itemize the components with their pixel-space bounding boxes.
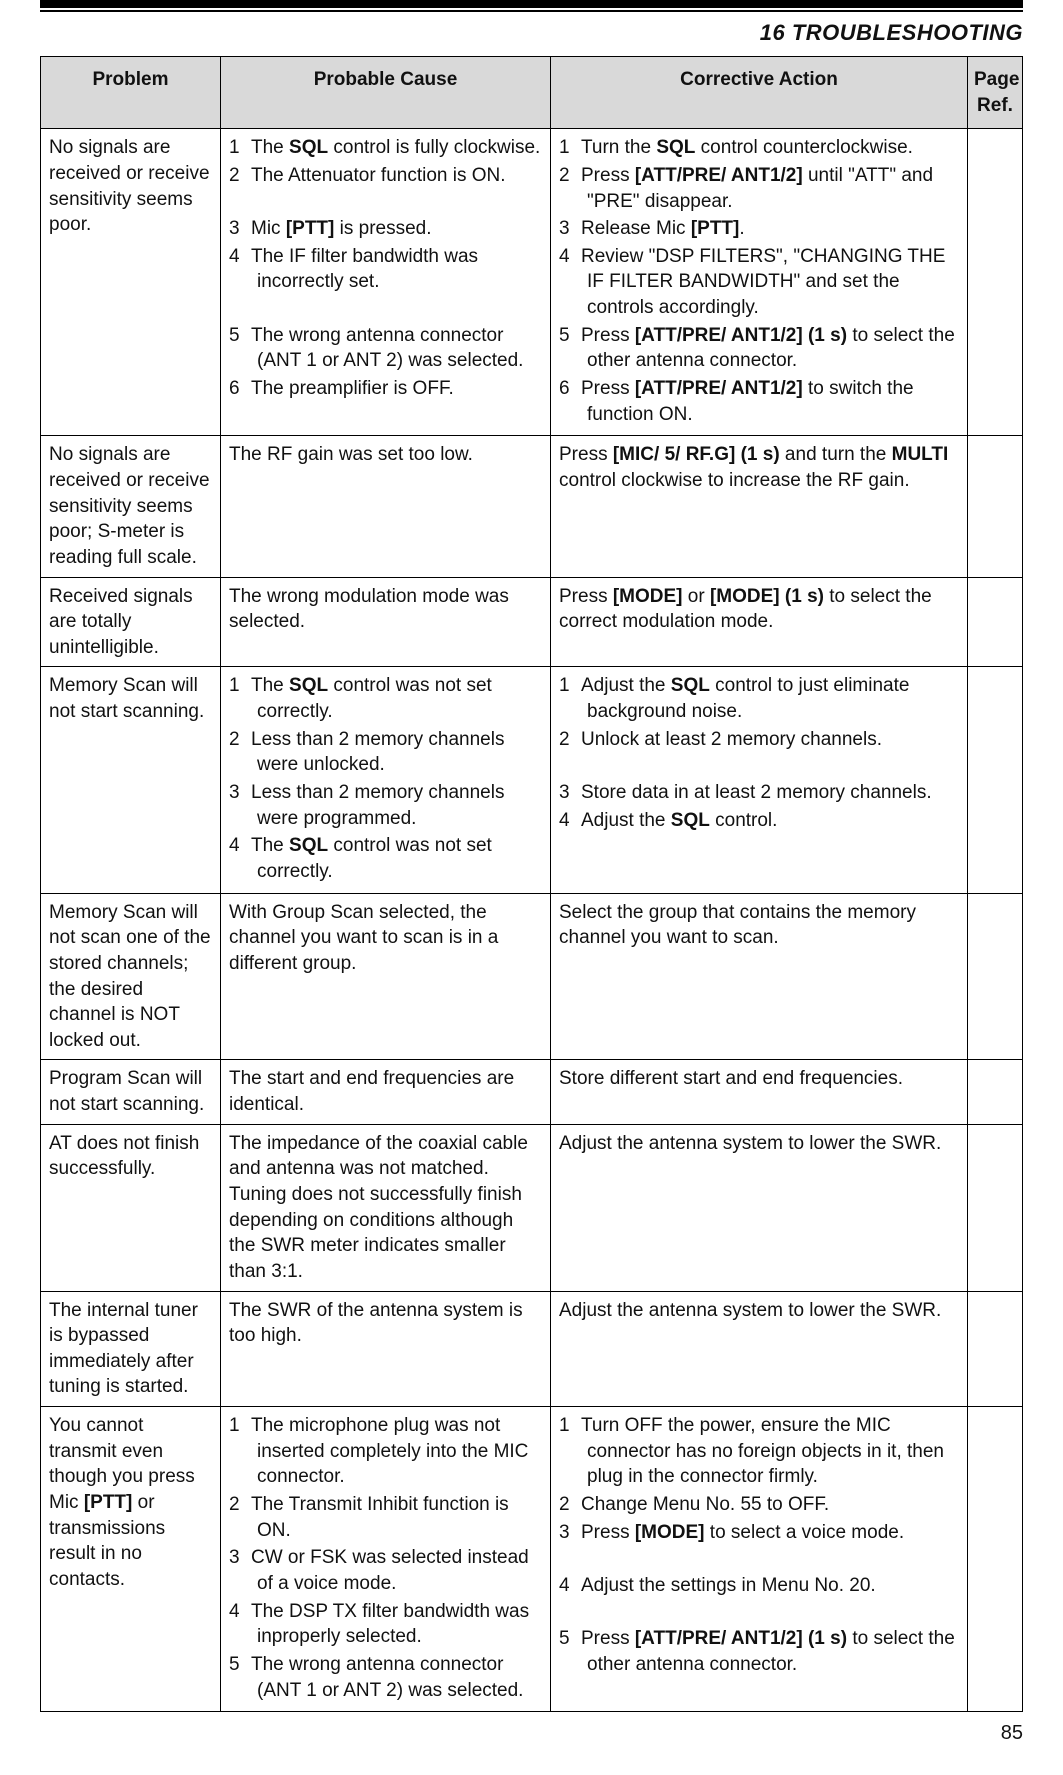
list-item: Review "DSP FILTERS", "CHANGING THE IF F… <box>559 244 959 321</box>
list-item: Unlock at least 2 memory channels. <box>559 727 959 778</box>
cell-problem: No signals are received or receive sensi… <box>41 436 221 577</box>
table-row: Memory Scan will not scan one of the sto… <box>41 893 1023 1060</box>
list-item: Release Mic [PTT]. <box>559 216 959 242</box>
list-item: Store data in at least 2 memory channels… <box>559 780 959 806</box>
list-item: Change Menu No. 55 to OFF. <box>559 1492 959 1518</box>
list-item: The preamplifier is OFF. <box>229 376 542 402</box>
page-number: 85 <box>40 1722 1023 1745</box>
cell-cause: The SQL control is fully clockwise.The A… <box>221 129 551 436</box>
cell-action: Turn OFF the power, ensure the MIC conne… <box>551 1407 968 1712</box>
cell-ref <box>968 1124 1023 1291</box>
cell-ref <box>968 436 1023 577</box>
page-container: 16 TROUBLESHOOTING Problem Probable Caus… <box>0 0 1063 1775</box>
cell-problem: AT does not finish successfully. <box>41 1124 221 1291</box>
cell-problem: You cannot transmit even though you pres… <box>41 1407 221 1712</box>
cell-action: Store different start and end frequencie… <box>551 1060 968 1124</box>
col-header-ref: Page Ref. <box>968 57 1023 129</box>
cell-ref <box>968 577 1023 667</box>
cell-cause: The SQL control was not set correctly.Le… <box>221 667 551 893</box>
cell-cause: The wrong modulation mode was selected. <box>221 577 551 667</box>
col-header-cause: Probable Cause <box>221 57 551 129</box>
list-item: Less than 2 memory channels were unlocke… <box>229 727 542 778</box>
list-item: Mic [PTT] is pressed. <box>229 216 542 242</box>
table-row: Memory Scan will not start scanning.The … <box>41 667 1023 893</box>
list-item: Press [ATT/PRE/ ANT1/2] to switch the fu… <box>559 376 959 427</box>
cell-problem: Received signals are totally unintelligi… <box>41 577 221 667</box>
cell-action: Press [MODE] or [MODE] (1 s) to select t… <box>551 577 968 667</box>
section-title: 16 TROUBLESHOOTING <box>40 20 1023 46</box>
list-item: Less than 2 memory channels were program… <box>229 780 542 831</box>
list-item: The SQL control was not set correctly. <box>229 833 542 884</box>
list-item: The Transmit Inhibit function is ON. <box>229 1492 542 1543</box>
cell-ref <box>968 1291 1023 1407</box>
cell-cause: The RF gain was set too low. <box>221 436 551 577</box>
list-item: The SQL control was not set correctly. <box>229 673 542 724</box>
table-row: No signals are received or receive sensi… <box>41 129 1023 436</box>
cell-problem: Program Scan will not start scanning. <box>41 1060 221 1124</box>
cell-ref <box>968 129 1023 436</box>
table-row: AT does not finish successfully.The impe… <box>41 1124 1023 1291</box>
list-item: The DSP TX filter bandwidth was inproper… <box>229 1599 542 1650</box>
list-item: Press [MODE] to select a voice mode. <box>559 1520 959 1571</box>
table-row: The internal tuner is bypassed immediate… <box>41 1291 1023 1407</box>
table-header: Problem Probable Cause Corrective Action… <box>41 57 1023 129</box>
cell-action: Select the group that contains the memor… <box>551 893 968 1060</box>
cell-ref <box>968 1060 1023 1124</box>
list-item: The wrong antenna connector (ANT 1 or AN… <box>229 1652 542 1703</box>
cell-action: Adjust the SQL control to just eliminate… <box>551 667 968 893</box>
cell-problem: Memory Scan will not start scanning. <box>41 667 221 893</box>
list-item: CW or FSK was selected instead of a voic… <box>229 1545 542 1596</box>
list-item: Adjust the SQL control. <box>559 808 959 834</box>
cell-action: Adjust the antenna system to lower the S… <box>551 1124 968 1291</box>
table-row: No signals are received or receive sensi… <box>41 436 1023 577</box>
table-row: You cannot transmit even though you pres… <box>41 1407 1023 1712</box>
cell-action: Adjust the antenna system to lower the S… <box>551 1291 968 1407</box>
table-row: Program Scan will not start scanning.The… <box>41 1060 1023 1124</box>
cell-cause: With Group Scan selected, the channel yo… <box>221 893 551 1060</box>
cell-ref <box>968 893 1023 1060</box>
cell-ref <box>968 1407 1023 1712</box>
list-item: The Attenuator function is ON. <box>229 163 542 214</box>
cell-problem: No signals are received or receive sensi… <box>41 129 221 436</box>
list-item: The wrong antenna connector (ANT 1 or AN… <box>229 323 542 374</box>
col-header-action: Corrective Action <box>551 57 968 129</box>
cell-action: Press [MIC/ 5/ RF.G] (1 s) and turn the … <box>551 436 968 577</box>
cell-problem: Memory Scan will not scan one of the sto… <box>41 893 221 1060</box>
table-body: No signals are received or receive sensi… <box>41 129 1023 1712</box>
cell-cause: The impedance of the coaxial cable and a… <box>221 1124 551 1291</box>
list-item: The microphone plug was not inserted com… <box>229 1413 542 1490</box>
cell-problem: The internal tuner is bypassed immediate… <box>41 1291 221 1407</box>
header-rule-thin <box>40 10 1023 12</box>
list-item: The SQL control is fully clockwise. <box>229 135 542 161</box>
cell-action: Turn the SQL control counterclockwise.Pr… <box>551 129 968 436</box>
list-item: Press [ATT/PRE/ ANT1/2] until "ATT" and … <box>559 163 959 214</box>
header-rule-thick <box>40 0 1023 8</box>
cell-cause: The SWR of the antenna system is too hig… <box>221 1291 551 1407</box>
list-item: Press [ATT/PRE/ ANT1/2] (1 s) to select … <box>559 323 959 374</box>
troubleshooting-table: Problem Probable Cause Corrective Action… <box>40 56 1023 1712</box>
list-item: Turn the SQL control counterclockwise. <box>559 135 959 161</box>
list-item: Adjust the SQL control to just eliminate… <box>559 673 959 724</box>
col-header-problem: Problem <box>41 57 221 129</box>
cell-cause: The start and end frequencies are identi… <box>221 1060 551 1124</box>
list-item: Turn OFF the power, ensure the MIC conne… <box>559 1413 959 1490</box>
table-row: Received signals are totally unintelligi… <box>41 577 1023 667</box>
cell-cause: The microphone plug was not inserted com… <box>221 1407 551 1712</box>
list-item: Adjust the settings in Menu No. 20. <box>559 1573 959 1624</box>
list-item: The IF filter bandwidth was incorrectly … <box>229 244 542 321</box>
cell-ref <box>968 667 1023 893</box>
